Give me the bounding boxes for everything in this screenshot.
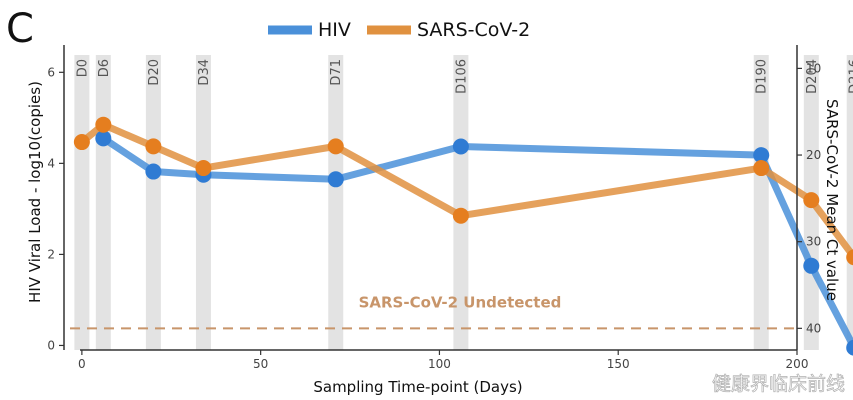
x-tick-label-0: 0	[78, 357, 86, 371]
data-point-hiv-4	[452, 138, 469, 155]
y-tick-label-3: 6	[47, 65, 55, 79]
data-point-sars-cov-2-8	[846, 249, 853, 266]
x-tick-label-2: 100	[428, 357, 451, 371]
timepoint-label-1: D6	[97, 59, 112, 77]
timepoint-band-6	[753, 55, 769, 350]
x-axis-label: Sampling Time-point (Days)	[313, 378, 522, 396]
data-point-sars-cov-2-5	[452, 207, 469, 224]
series-points	[73, 116, 853, 356]
timepoint-band-1	[95, 55, 111, 350]
series-line-sars-cov-2	[78, 121, 853, 262]
timepoint-bands: D0D6D20D34D71D106D190D204D216D233	[74, 55, 853, 350]
y2-tick-label-2: 30	[806, 235, 821, 249]
watermark: 健康界临床前线	[712, 373, 845, 395]
data-point-hiv-1	[145, 163, 162, 180]
timepoint-band-2	[145, 55, 161, 350]
x-tick-label-1: 50	[253, 357, 268, 371]
legend-label-1: SARS-CoV-2	[417, 19, 530, 41]
timepoint-band-3	[195, 55, 211, 350]
y2-tick-label-0: 10	[806, 61, 821, 75]
y2-tick-label-1: 20	[806, 148, 821, 162]
data-point-sars-cov-2-3	[195, 160, 212, 177]
data-point-sars-cov-2-4	[327, 138, 344, 155]
undetected-label: SARS-CoV-2 Undetected	[359, 293, 562, 311]
timepoint-label-7: D204	[805, 59, 820, 94]
data-point-hiv-6	[803, 257, 820, 274]
y-tick-label-2: 4	[47, 156, 55, 170]
data-point-sars-cov-2-1	[95, 116, 112, 133]
y2-axis-label: SARS-CoV-2 Mean Ct value	[823, 99, 841, 301]
data-point-hiv-5	[753, 147, 770, 164]
x-tick-label-3: 150	[607, 357, 630, 371]
axes: 050100150200250024610203040	[47, 45, 821, 371]
timepoint-label-0: D0	[75, 59, 90, 77]
panel-label: C	[6, 6, 34, 52]
legend: HIV SARS-CoV-2	[268, 19, 530, 41]
timepoint-label-8: D216	[848, 59, 853, 94]
series-lines	[78, 121, 853, 351]
threshold-line: SARS-CoV-2 Undetected	[70, 293, 797, 330]
data-point-sars-cov-2-7	[803, 192, 820, 209]
y-axis-label: HIV Viral Load - log10(copies)	[26, 81, 44, 303]
y2-tick-label-3: 40	[806, 321, 821, 335]
y-tick-label-1: 2	[47, 247, 55, 261]
timepoint-label-6: D190	[755, 59, 770, 94]
timepoint-label-3: D34	[197, 59, 212, 86]
timepoint-label-4: D71	[329, 59, 344, 86]
timepoint-label-5: D106	[454, 59, 469, 94]
timepoint-band-4	[328, 55, 344, 350]
legend-label-0: HIV	[318, 19, 351, 41]
timepoint-band-8	[846, 55, 853, 350]
x-tick-label-4: 200	[786, 357, 809, 371]
timepoint-band-5	[453, 55, 469, 350]
data-point-hiv-3	[327, 171, 344, 188]
data-point-hiv-7	[846, 339, 853, 356]
series-line-hiv	[99, 134, 853, 351]
data-point-sars-cov-2-2	[145, 138, 162, 155]
timepoint-label-2: D20	[147, 59, 162, 86]
y-tick-label-0: 0	[47, 338, 55, 352]
data-point-hiv-0	[95, 130, 112, 147]
data-point-sars-cov-2-6	[753, 160, 770, 177]
data-point-sars-cov-2-0	[73, 134, 90, 151]
timepoint-band-0	[74, 55, 90, 350]
